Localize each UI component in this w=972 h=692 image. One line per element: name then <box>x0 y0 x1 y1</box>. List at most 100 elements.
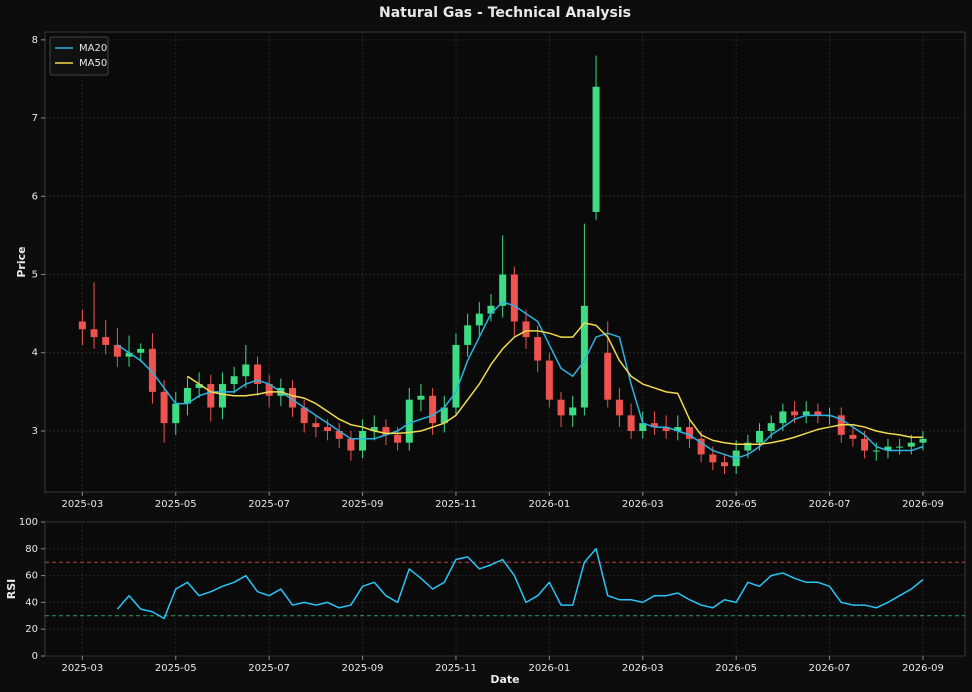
x-tick-label: 2025-05 <box>155 663 197 674</box>
x-tick-label: 2026-01 <box>528 499 570 510</box>
candle-body <box>522 321 530 338</box>
y-tick-label: 5 <box>32 270 38 281</box>
candle-body <box>429 395 437 424</box>
candle-body <box>90 329 98 338</box>
candle-body <box>499 274 507 306</box>
line-series <box>116 301 924 460</box>
candle-body <box>265 384 273 396</box>
candle-body <box>756 430 764 443</box>
candle-body <box>452 344 460 408</box>
candle-body <box>195 384 203 388</box>
candle-body <box>545 360 553 400</box>
chart-title: Natural Gas - Technical Analysis <box>379 5 631 21</box>
candle-body <box>440 407 448 424</box>
candle-body <box>580 305 588 408</box>
candle-body <box>464 325 472 345</box>
y-axis-title: RSI <box>5 579 18 600</box>
x-tick-label: 2025-09 <box>342 663 384 674</box>
candle-body <box>907 442 915 447</box>
candle-body <box>324 427 332 431</box>
candle-body <box>639 423 647 431</box>
candle-body <box>884 446 892 451</box>
candle-body <box>861 438 869 451</box>
x-tick-label: 2025-09 <box>342 499 384 510</box>
candle-body <box>148 348 156 392</box>
candle-body <box>359 430 367 451</box>
x-tick-label: 2026-01 <box>528 663 570 674</box>
legend-label: MA50 <box>79 58 107 69</box>
candle-body <box>253 364 261 385</box>
candle-body <box>183 387 191 404</box>
x-tick-label: 2026-09 <box>902 499 944 510</box>
candle-body <box>849 434 857 439</box>
y-tick-label: 80 <box>25 544 38 555</box>
candle-body <box>896 446 904 448</box>
candle-body <box>569 407 577 416</box>
plot-area <box>44 31 966 493</box>
y-tick-label: 6 <box>32 191 38 202</box>
x-tick-label: 2025-07 <box>248 663 290 674</box>
candle-body <box>604 352 612 400</box>
x-tick-label: 2025-07 <box>248 499 290 510</box>
candle-body <box>557 399 565 416</box>
y-tick-label: 7 <box>32 113 38 124</box>
candle-body <box>218 384 226 408</box>
legend: MA20 MA50 <box>49 36 109 76</box>
candle-body <box>767 423 775 431</box>
candle-body <box>592 86 600 212</box>
candle-body <box>300 407 308 424</box>
candle-body <box>207 384 215 408</box>
x-tick-label: 2025-03 <box>61 499 103 510</box>
candle-body <box>394 434 402 443</box>
candle-body <box>791 411 799 416</box>
y-tick-label: 3 <box>32 426 38 437</box>
x-tick-label: 2025-03 <box>61 663 103 674</box>
candle-body <box>230 376 238 385</box>
candle-body <box>347 438 355 451</box>
x-tick-label: 2026-03 <box>622 663 664 674</box>
x-tick-label: 2026-09 <box>902 663 944 674</box>
candle-body <box>720 462 728 467</box>
candle-body <box>510 274 518 322</box>
x-axis-title: Date <box>490 673 519 686</box>
candle-body <box>370 427 378 431</box>
candle-body <box>335 430 343 439</box>
x-tick-label: 2026-07 <box>809 499 851 510</box>
y-axis-title: Price <box>15 246 28 277</box>
x-tick-label: 2025-05 <box>155 499 197 510</box>
candle-body <box>697 438 705 455</box>
x-tick-label: 2026-03 <box>622 499 664 510</box>
candle-body <box>113 344 121 357</box>
candle-body <box>475 313 483 326</box>
candle-body <box>627 415 635 431</box>
candle-body <box>662 427 670 431</box>
candle-body <box>312 423 320 428</box>
y-tick-label: 8 <box>32 35 38 46</box>
candle-body <box>78 321 86 330</box>
legend-label: MA20 <box>79 43 107 54</box>
candle-body <box>779 411 787 424</box>
candle-body <box>289 387 297 408</box>
y-tick-label: 0 <box>32 651 38 662</box>
candle-body <box>615 399 623 416</box>
candle-body <box>814 411 822 416</box>
candle-body <box>674 427 682 431</box>
y-tick-label: 20 <box>25 624 38 635</box>
x-tick-label: 2026-05 <box>715 663 757 674</box>
candle-body <box>534 337 542 361</box>
x-tick-label: 2026-07 <box>809 663 851 674</box>
candle-body <box>709 454 717 463</box>
plot-area <box>44 521 966 657</box>
y-tick-label: 60 <box>25 571 38 582</box>
x-tick-label: 2025-11 <box>435 499 477 510</box>
x-tick-label: 2025-11 <box>435 663 477 674</box>
candle-body <box>242 364 250 377</box>
y-tick-label: 4 <box>32 348 38 359</box>
y-tick-label: 40 <box>25 597 38 608</box>
candle-body <box>137 348 145 353</box>
candle-body <box>744 442 752 451</box>
candle-body <box>685 427 693 439</box>
candle-body <box>919 438 927 443</box>
